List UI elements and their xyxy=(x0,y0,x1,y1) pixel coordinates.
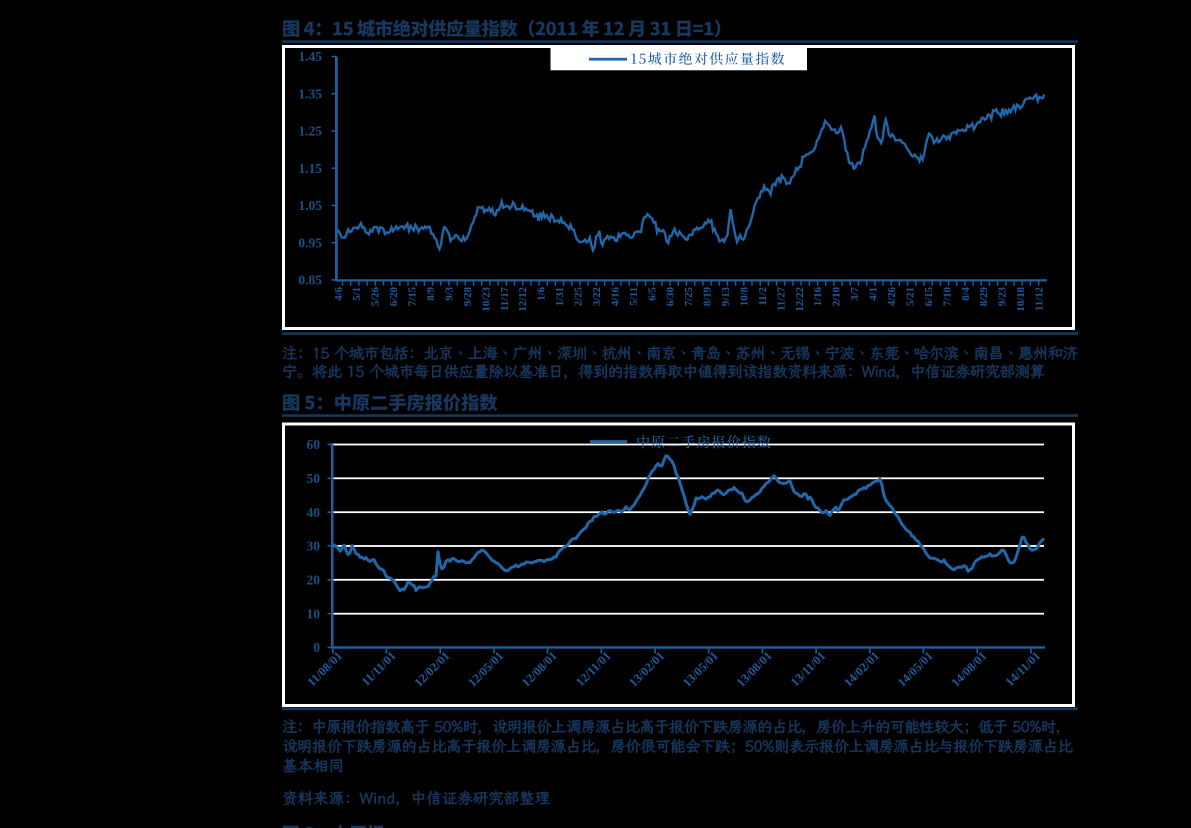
svg-text:4/26: 4/26 xyxy=(886,286,898,306)
svg-text:1.05: 1.05 xyxy=(298,198,322,213)
svg-text:1.15: 1.15 xyxy=(298,161,322,176)
svg-text:10: 10 xyxy=(307,606,321,621)
svg-text:4/1: 4/1 xyxy=(868,287,880,301)
svg-text:9/13: 9/13 xyxy=(720,286,732,306)
svg-text:8/9: 8/9 xyxy=(425,286,437,300)
svg-text:9/23: 9/23 xyxy=(997,286,1009,306)
svg-text:30: 30 xyxy=(307,539,321,554)
svg-text:6/30: 6/30 xyxy=(665,287,677,306)
svg-text:11/17: 11/17 xyxy=(499,286,511,311)
svg-text:12/22: 12/22 xyxy=(794,287,806,312)
svg-text:4/16: 4/16 xyxy=(609,286,621,306)
svg-text:60: 60 xyxy=(307,437,321,452)
svg-text:10/8: 10/8 xyxy=(739,286,751,306)
svg-text:0.85: 0.85 xyxy=(298,273,322,288)
svg-text:10/18: 10/18 xyxy=(1015,286,1027,311)
svg-text:11/27: 11/27 xyxy=(775,286,787,311)
svg-text:1/6: 1/6 xyxy=(536,286,548,300)
svg-text:2/25: 2/25 xyxy=(573,287,585,306)
svg-text:20: 20 xyxy=(307,573,321,588)
svg-text:5/21: 5/21 xyxy=(904,287,916,306)
svg-text:9/28: 9/28 xyxy=(462,286,474,306)
svg-text:1/31: 1/31 xyxy=(554,287,566,306)
svg-text:6/15: 6/15 xyxy=(923,287,935,306)
svg-text:9/3: 9/3 xyxy=(443,286,455,300)
svg-text:40: 40 xyxy=(307,505,321,520)
svg-text:3/22: 3/22 xyxy=(591,287,603,306)
svg-text:6/20: 6/20 xyxy=(388,287,400,306)
svg-text:2/10: 2/10 xyxy=(831,287,843,306)
svg-text:1.25: 1.25 xyxy=(298,124,322,139)
svg-text:11/2: 11/2 xyxy=(757,287,769,306)
svg-text:8/29: 8/29 xyxy=(978,286,990,306)
svg-text:8/4: 8/4 xyxy=(960,286,972,300)
svg-text:1.45: 1.45 xyxy=(298,49,322,64)
svg-text:12/12: 12/12 xyxy=(517,287,529,312)
svg-text:7/15: 7/15 xyxy=(407,287,419,306)
svg-text:8/19: 8/19 xyxy=(702,286,714,306)
svg-text:1/16: 1/16 xyxy=(812,286,824,306)
svg-text:5/26: 5/26 xyxy=(370,286,382,306)
svg-text:0: 0 xyxy=(313,640,320,655)
svg-text:7/25: 7/25 xyxy=(683,287,695,306)
svg-text:5/11: 5/11 xyxy=(628,287,640,306)
svg-text:6/5: 6/5 xyxy=(646,287,658,301)
svg-text:50: 50 xyxy=(307,471,321,486)
svg-text:7/10: 7/10 xyxy=(941,287,953,306)
svg-text:0.95: 0.95 xyxy=(298,235,322,250)
svg-text:3/7: 3/7 xyxy=(849,286,861,300)
svg-text:10/23: 10/23 xyxy=(480,286,492,311)
svg-text:1.35: 1.35 xyxy=(298,86,322,101)
svg-text:4/6: 4/6 xyxy=(333,286,345,300)
svg-text:11/12: 11/12 xyxy=(1034,287,1046,311)
svg-text:5/1: 5/1 xyxy=(351,287,363,301)
